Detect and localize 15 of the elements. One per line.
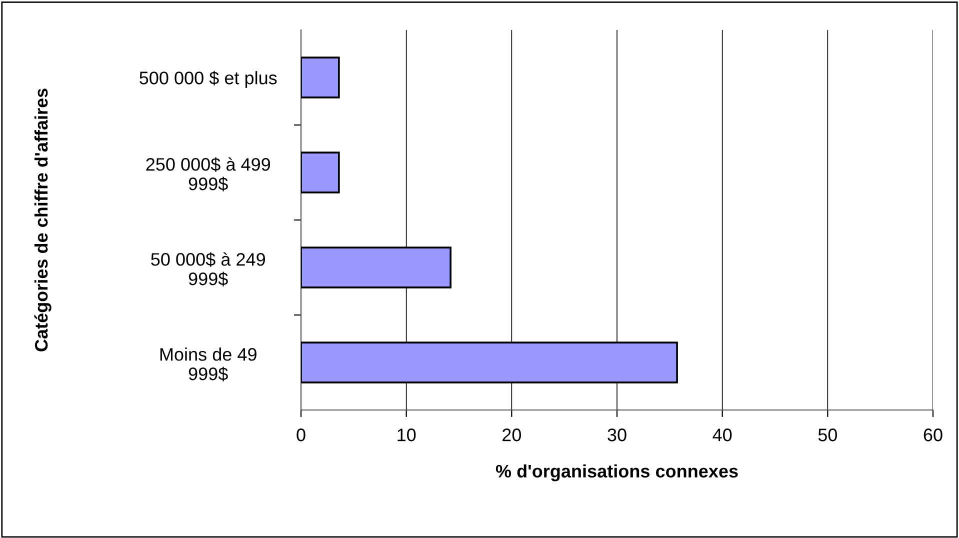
x-tick-label: 60 xyxy=(924,428,942,442)
bar xyxy=(301,152,340,194)
bar xyxy=(301,56,340,98)
x-tick-label: 40 xyxy=(712,428,732,442)
x-tick-label: 10 xyxy=(398,428,416,442)
x-tick-label: 50 xyxy=(818,428,838,442)
y-axis-title: Catégories de chiffre d'affaires xyxy=(34,88,52,352)
x-axis-title: % d'organisations connexes xyxy=(496,464,738,482)
y-tick-label: 250 000$ à 499 999$ xyxy=(146,157,270,192)
y-tick-label: 50 000$ à 249 999$ xyxy=(151,252,265,286)
x-tick-label: 30 xyxy=(608,428,626,442)
x-tick-label: 0 xyxy=(296,428,306,442)
y-tick-label: 500 000 $ et plus xyxy=(140,70,277,88)
x-tick-label: 20 xyxy=(502,428,522,442)
y-tick-label: Moins de 49 999$ xyxy=(160,348,256,382)
